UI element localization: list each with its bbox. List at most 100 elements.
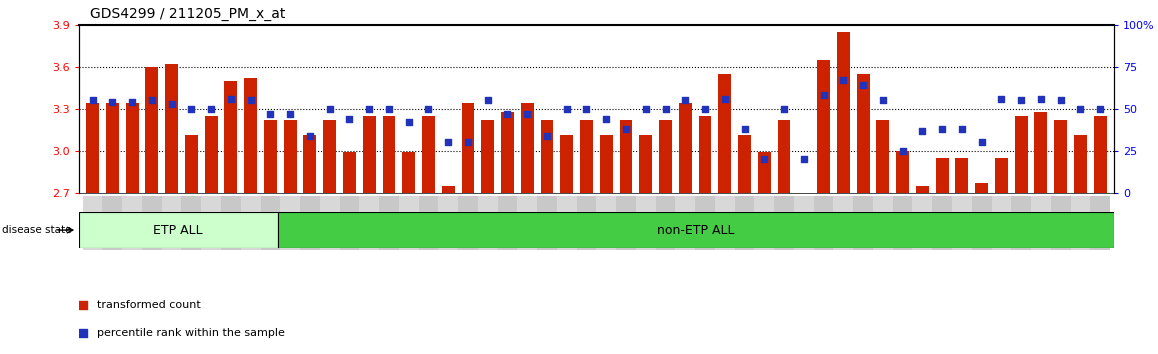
Bar	[873, 196, 893, 250]
Point	[617, 126, 636, 132]
Bar	[462, 103, 475, 193]
Bar	[893, 196, 913, 250]
Point	[74, 330, 91, 336]
Text: non-ETP ALL: non-ETP ALL	[657, 224, 734, 236]
Bar	[1014, 116, 1027, 193]
Bar	[778, 120, 791, 193]
Bar	[225, 81, 237, 193]
Point	[853, 82, 872, 88]
Point	[478, 98, 497, 103]
Bar	[1034, 112, 1047, 193]
Bar	[754, 196, 775, 250]
Bar	[639, 136, 652, 193]
Point	[321, 106, 339, 112]
Point	[1012, 98, 1031, 103]
Bar	[955, 158, 968, 193]
Point	[775, 106, 793, 112]
Point	[657, 106, 675, 112]
Point	[577, 106, 595, 112]
Point	[419, 106, 438, 112]
Bar	[834, 196, 853, 250]
Bar	[655, 196, 675, 250]
Bar	[264, 120, 277, 193]
Point	[598, 116, 616, 122]
Bar	[557, 196, 577, 250]
Bar	[936, 158, 948, 193]
Bar	[320, 196, 339, 250]
Bar	[166, 64, 178, 193]
Point	[182, 106, 200, 112]
Bar	[478, 196, 498, 250]
Point	[380, 106, 398, 112]
Text: transformed count: transformed count	[97, 299, 200, 310]
Point	[933, 126, 952, 132]
Bar	[402, 152, 415, 193]
Point	[241, 98, 259, 103]
Point	[142, 98, 161, 103]
Bar	[241, 196, 261, 250]
Bar	[620, 120, 632, 193]
Bar	[261, 196, 280, 250]
Bar	[300, 196, 320, 250]
Bar	[738, 136, 752, 193]
Point	[973, 139, 991, 145]
Bar	[482, 120, 494, 193]
Text: GDS4299 / 211205_PM_x_at: GDS4299 / 211205_PM_x_at	[90, 7, 286, 21]
Bar	[343, 152, 356, 193]
Bar	[182, 196, 201, 250]
Bar	[244, 78, 257, 193]
Point	[992, 96, 1011, 102]
Bar	[280, 196, 300, 250]
Bar	[775, 196, 794, 250]
Bar	[1031, 196, 1050, 250]
Point	[498, 111, 516, 117]
Point	[103, 99, 122, 105]
Bar	[185, 136, 198, 193]
Bar	[837, 32, 850, 193]
Bar	[382, 116, 395, 193]
Point	[281, 111, 300, 117]
Point	[1032, 96, 1050, 102]
Bar	[600, 136, 613, 193]
Bar	[560, 136, 573, 193]
Bar	[162, 196, 182, 250]
Point	[301, 133, 320, 138]
Point	[261, 111, 279, 117]
Point	[914, 128, 932, 133]
Bar	[1011, 196, 1031, 250]
Bar	[439, 196, 459, 250]
Point	[340, 116, 359, 122]
Bar	[422, 116, 435, 193]
Bar	[695, 196, 714, 250]
Bar	[201, 196, 221, 250]
Bar	[896, 151, 909, 193]
Bar	[734, 196, 754, 250]
Point	[814, 92, 833, 98]
Bar	[142, 196, 162, 250]
Bar	[857, 74, 870, 193]
Point	[893, 148, 911, 154]
Bar	[284, 120, 296, 193]
Point	[221, 96, 240, 102]
Point	[74, 302, 91, 307]
Bar	[1094, 116, 1107, 193]
Point	[360, 106, 379, 112]
Point	[716, 96, 734, 102]
Bar	[916, 186, 929, 193]
Bar	[698, 116, 711, 193]
Point	[735, 126, 754, 132]
Bar	[1054, 120, 1067, 193]
Point	[123, 99, 141, 105]
Point	[676, 98, 695, 103]
Bar	[339, 196, 359, 250]
Point	[696, 106, 714, 112]
Bar	[577, 196, 596, 250]
Bar	[537, 196, 557, 250]
Bar	[398, 196, 418, 250]
Bar	[362, 116, 375, 193]
Bar	[636, 196, 655, 250]
Point	[1091, 106, 1109, 112]
Bar	[82, 196, 102, 250]
Bar	[616, 196, 636, 250]
Text: ETP ALL: ETP ALL	[154, 224, 203, 236]
